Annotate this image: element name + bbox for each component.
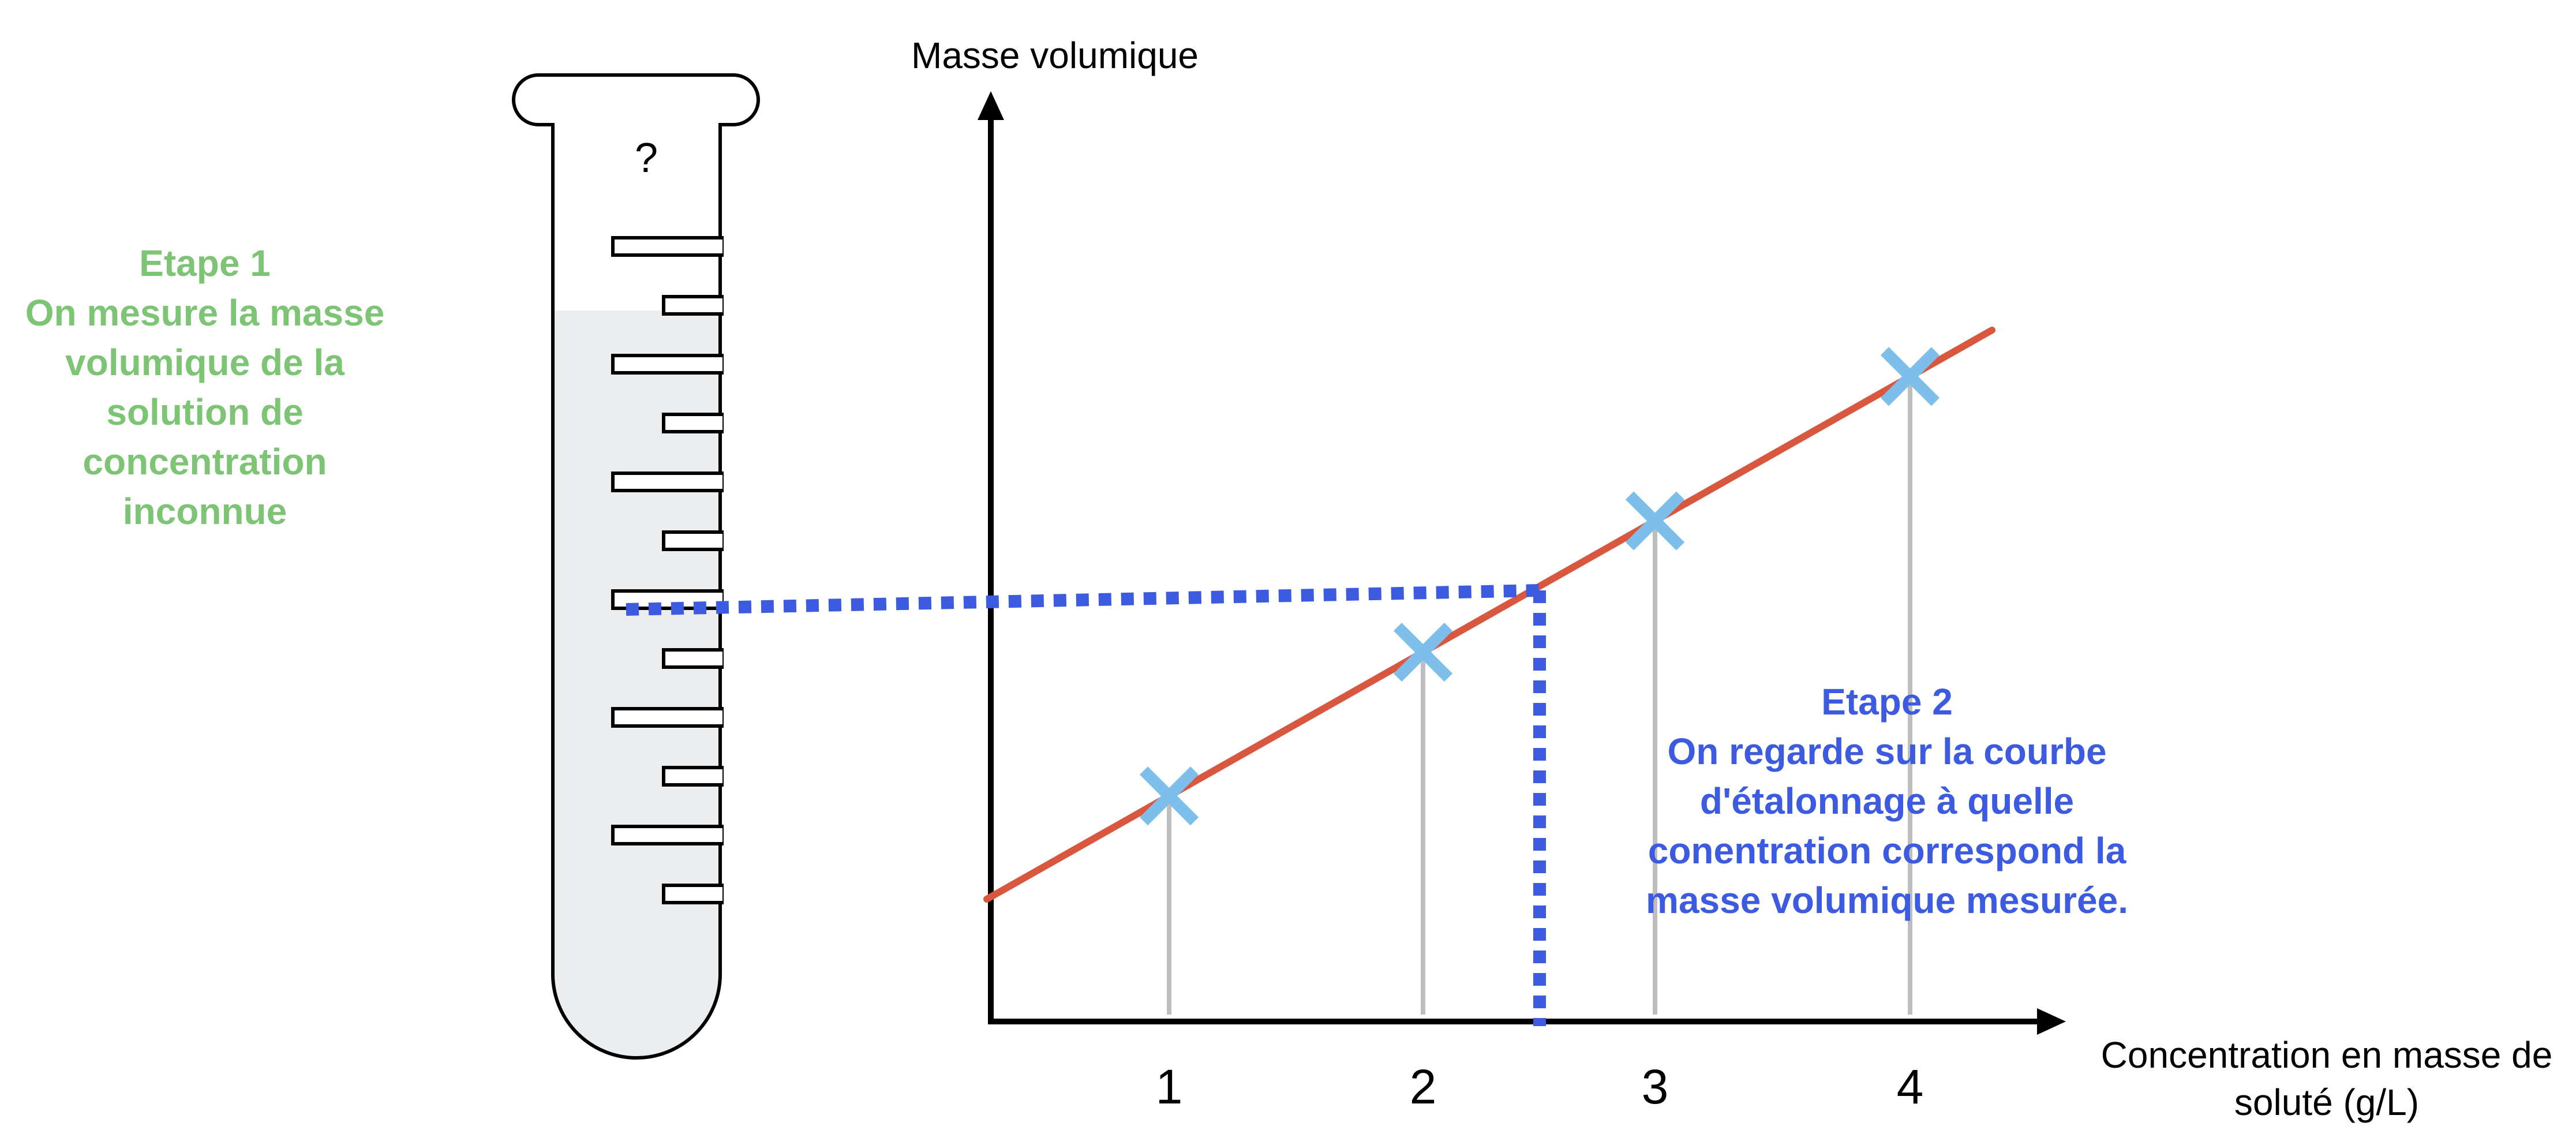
step1-line-4: concentration bbox=[83, 441, 327, 482]
x-tick-labels: 1 2 3 4 bbox=[1156, 1060, 1924, 1114]
calibration-chart: Masse volumique Concentration en masse d… bbox=[626, 35, 2552, 1123]
step1-line-1: On mesure la masse bbox=[25, 292, 385, 334]
step1-line-5: inconnue bbox=[123, 491, 287, 532]
step2-line-2: d'étalonnage à quelle bbox=[1700, 780, 2074, 822]
cross-marker bbox=[1139, 766, 1199, 826]
step2-line-4: masse volumique mesurée. bbox=[1646, 880, 2128, 921]
tube-graduation bbox=[662, 413, 724, 433]
x-axis-label-line-1: Concentration en masse de bbox=[2101, 1034, 2553, 1076]
cross-marker bbox=[1393, 623, 1453, 682]
tube-liquid bbox=[553, 310, 720, 1058]
step2-text: Etape 2 On regarde sur la courbe d'étalo… bbox=[1646, 681, 2128, 921]
tube-graduation bbox=[662, 530, 724, 551]
measured-points bbox=[1139, 347, 1940, 826]
x-tick-label: 2 bbox=[1410, 1060, 1437, 1114]
tube-graduation bbox=[611, 472, 724, 492]
tube-graduation bbox=[662, 295, 724, 316]
tube-body bbox=[551, 125, 722, 1060]
step1-line-3: solution de bbox=[106, 391, 303, 433]
step1-line-2: volumique de la bbox=[65, 342, 345, 383]
tube-graduation bbox=[662, 884, 724, 904]
y-axis-arrow bbox=[978, 91, 1004, 120]
cross-marker bbox=[1880, 347, 1940, 406]
step1-text: Etape 1 On mesure la masse volumique de … bbox=[25, 242, 385, 532]
x-tick-label: 1 bbox=[1156, 1060, 1183, 1114]
step2-line-1: On regarde sur la courbe bbox=[1667, 731, 2106, 772]
dotted-horizontal-guide bbox=[626, 584, 1540, 616]
y-axis-label: Masse volumique bbox=[911, 35, 1199, 76]
step2-line-3: conentration correspond la bbox=[1648, 830, 2126, 871]
cross-marker bbox=[1625, 491, 1685, 551]
step2-title: Etape 2 bbox=[1821, 681, 1953, 723]
step1-title: Etape 1 bbox=[139, 242, 271, 284]
tube-graduation bbox=[611, 236, 724, 257]
x-tick-label: 3 bbox=[1642, 1060, 1669, 1114]
dotted-guides bbox=[626, 584, 1546, 1026]
point-drop-lines bbox=[1167, 376, 1912, 1015]
x-tick-label: 4 bbox=[1897, 1060, 1924, 1114]
x-axis-label-line-2: soluté (g/L) bbox=[2234, 1082, 2419, 1123]
test-tube: ? bbox=[512, 73, 760, 1060]
tube-graduation bbox=[662, 648, 724, 669]
tube-graduation bbox=[611, 707, 724, 728]
tube-graduation bbox=[662, 766, 724, 787]
tube-unknown-label: ? bbox=[635, 135, 658, 181]
tube-rim bbox=[512, 73, 760, 126]
tube-graduations bbox=[611, 236, 724, 904]
tube-graduation bbox=[611, 354, 724, 375]
x-axis-arrow bbox=[2037, 1008, 2066, 1035]
tube-graduation bbox=[611, 825, 724, 845]
